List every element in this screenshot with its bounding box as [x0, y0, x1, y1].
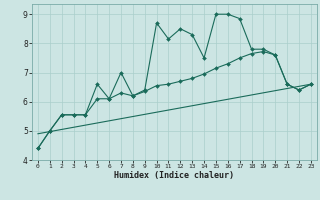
- X-axis label: Humidex (Indice chaleur): Humidex (Indice chaleur): [115, 171, 234, 180]
